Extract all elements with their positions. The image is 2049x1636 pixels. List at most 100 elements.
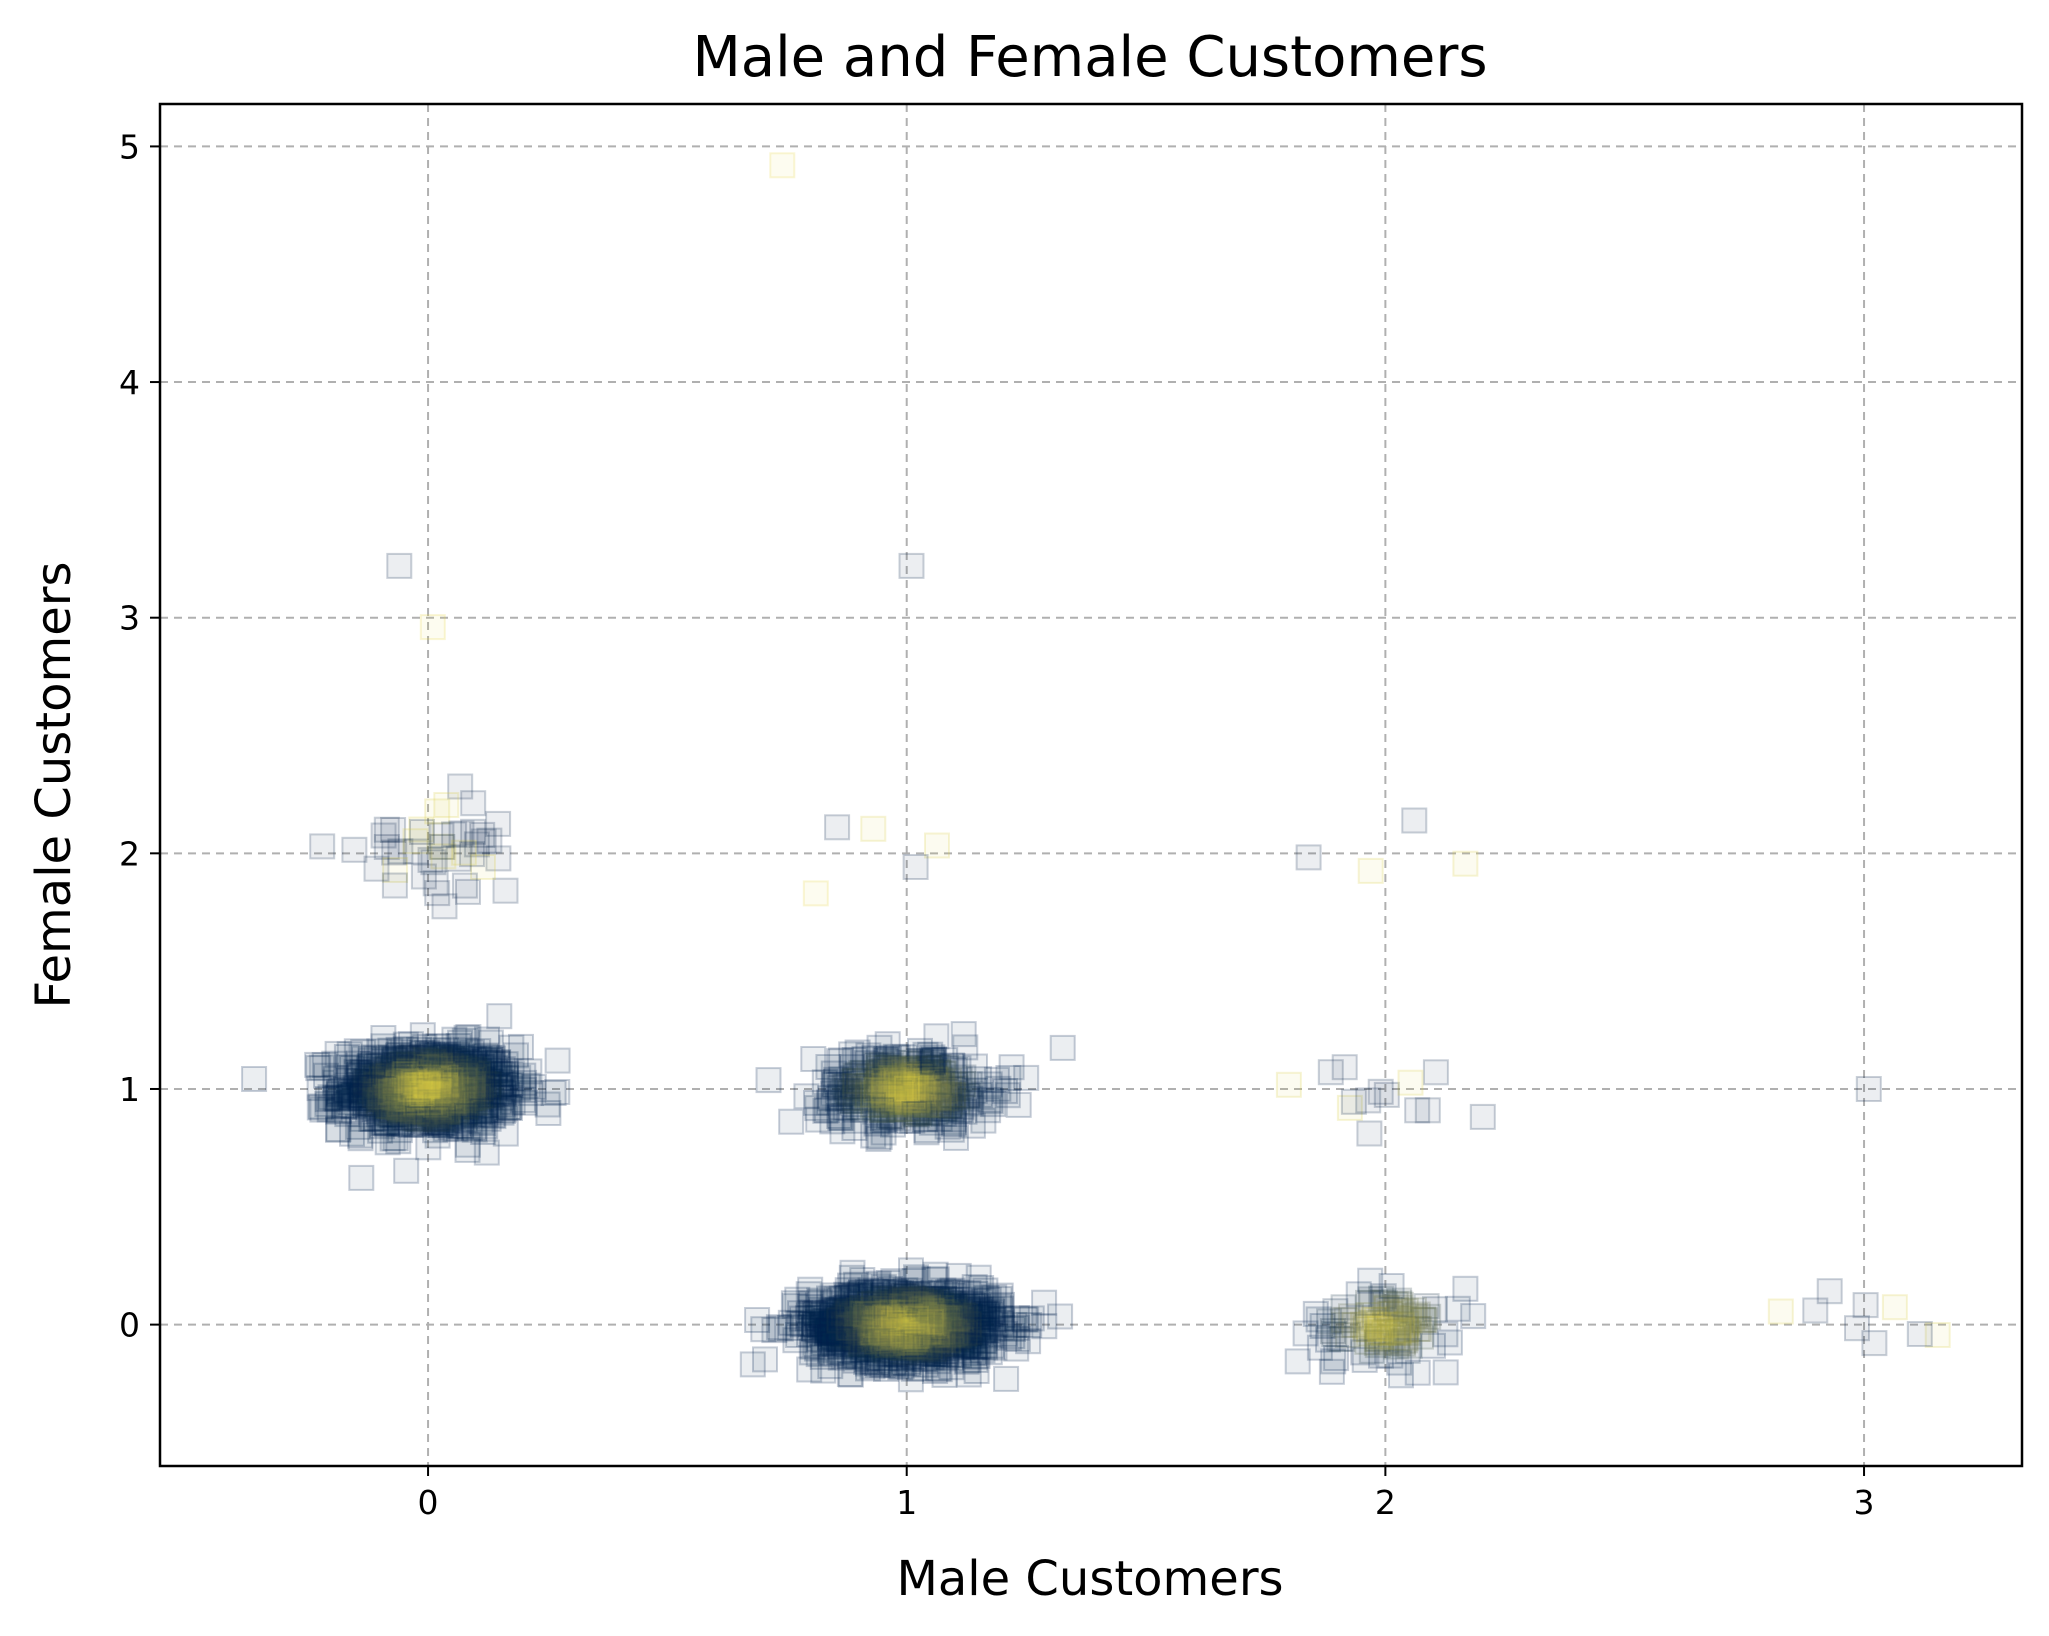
data-point xyxy=(370,1025,397,1051)
data-point xyxy=(444,1041,471,1068)
data-point xyxy=(505,1075,532,1102)
data-point xyxy=(403,1092,430,1119)
data-point xyxy=(384,1090,411,1117)
data-point xyxy=(429,1110,456,1136)
data-point xyxy=(382,1076,409,1103)
data-point xyxy=(453,1068,480,1095)
data-point xyxy=(422,1064,449,1091)
data-point xyxy=(386,1091,413,1117)
data-point xyxy=(393,1075,420,1102)
data-point xyxy=(421,1086,448,1113)
data-point xyxy=(352,1073,379,1100)
data-point xyxy=(449,1085,476,1112)
data-point xyxy=(372,1087,398,1114)
data-point xyxy=(410,1108,437,1134)
data-point xyxy=(440,1046,467,1073)
data-point xyxy=(1367,1324,1394,1350)
data-point xyxy=(1357,857,1384,884)
data-point xyxy=(443,1065,470,1092)
data-point xyxy=(419,614,446,641)
data-point xyxy=(384,1066,411,1093)
data-point xyxy=(839,1259,866,1286)
data-point xyxy=(409,1099,436,1125)
data-point xyxy=(397,1099,424,1126)
data-point xyxy=(446,1072,473,1099)
data-point xyxy=(485,1049,512,1076)
data-point xyxy=(469,1110,496,1137)
data-point xyxy=(391,1104,418,1131)
data-point xyxy=(459,1088,486,1115)
data-point xyxy=(445,1050,471,1077)
data-point xyxy=(396,1051,423,1078)
data-point xyxy=(413,1047,440,1074)
data-point xyxy=(343,1038,370,1065)
data-point xyxy=(421,1070,448,1097)
data-point xyxy=(368,1113,395,1140)
data-point xyxy=(383,1077,410,1104)
data-point xyxy=(456,1077,483,1104)
data-point xyxy=(419,1049,446,1076)
data-point xyxy=(380,1087,407,1114)
data-point xyxy=(340,1093,367,1120)
data-point xyxy=(385,1062,412,1089)
data-point xyxy=(347,1061,374,1088)
data-point xyxy=(355,1095,382,1122)
data-point xyxy=(380,1094,407,1121)
data-point xyxy=(475,1068,502,1095)
data-point xyxy=(431,1067,458,1094)
data-point xyxy=(409,1047,436,1074)
data-point xyxy=(405,1057,432,1083)
data-point xyxy=(898,552,925,579)
data-point xyxy=(447,1075,473,1102)
data-point xyxy=(335,1067,362,1094)
data-point xyxy=(475,1071,502,1098)
data-point xyxy=(453,1037,479,1064)
data-point xyxy=(427,1077,454,1104)
y-tick-label: 3 xyxy=(119,599,140,638)
data-point xyxy=(1323,1345,1350,1372)
data-point xyxy=(350,1039,377,1066)
data-point xyxy=(968,1275,995,1301)
data-point xyxy=(477,1047,504,1073)
data-point xyxy=(417,1071,444,1098)
data-point xyxy=(919,1044,946,1071)
data-point xyxy=(430,1064,457,1091)
data-point xyxy=(902,854,929,880)
data-point xyxy=(428,1062,455,1089)
data-point xyxy=(412,1062,439,1089)
data-point xyxy=(393,1049,419,1076)
data-point xyxy=(369,1085,396,1112)
data-point xyxy=(456,1073,483,1100)
data-point xyxy=(398,1061,425,1087)
data-point xyxy=(395,1100,422,1126)
data-point xyxy=(505,1064,532,1091)
data-point xyxy=(381,1085,408,1112)
data-point xyxy=(509,1087,536,1114)
data-point xyxy=(908,1296,935,1323)
data-point xyxy=(431,1112,458,1139)
data-point xyxy=(421,1083,448,1110)
data-point xyxy=(752,1346,778,1373)
data-point xyxy=(408,1056,435,1082)
data-point xyxy=(429,1089,456,1116)
data-point xyxy=(390,1081,417,1108)
data-point xyxy=(370,1052,397,1078)
data-point xyxy=(1469,1103,1496,1130)
data-point xyxy=(458,1039,485,1066)
data-point xyxy=(485,1073,512,1100)
data-point xyxy=(403,1091,430,1118)
data-point xyxy=(479,1102,506,1128)
data-point xyxy=(392,1031,419,1058)
data-point xyxy=(468,1082,495,1109)
y-tick-label: 5 xyxy=(119,127,140,166)
data-point xyxy=(338,1083,365,1110)
data-point xyxy=(403,1077,430,1104)
data-point xyxy=(397,1072,424,1099)
data-point xyxy=(358,1060,385,1086)
data-point xyxy=(365,1073,392,1099)
data-point xyxy=(467,1108,494,1135)
data-point xyxy=(371,1109,398,1136)
data-point xyxy=(384,1082,411,1109)
data-point xyxy=(422,1117,449,1144)
data-point xyxy=(459,1075,485,1101)
